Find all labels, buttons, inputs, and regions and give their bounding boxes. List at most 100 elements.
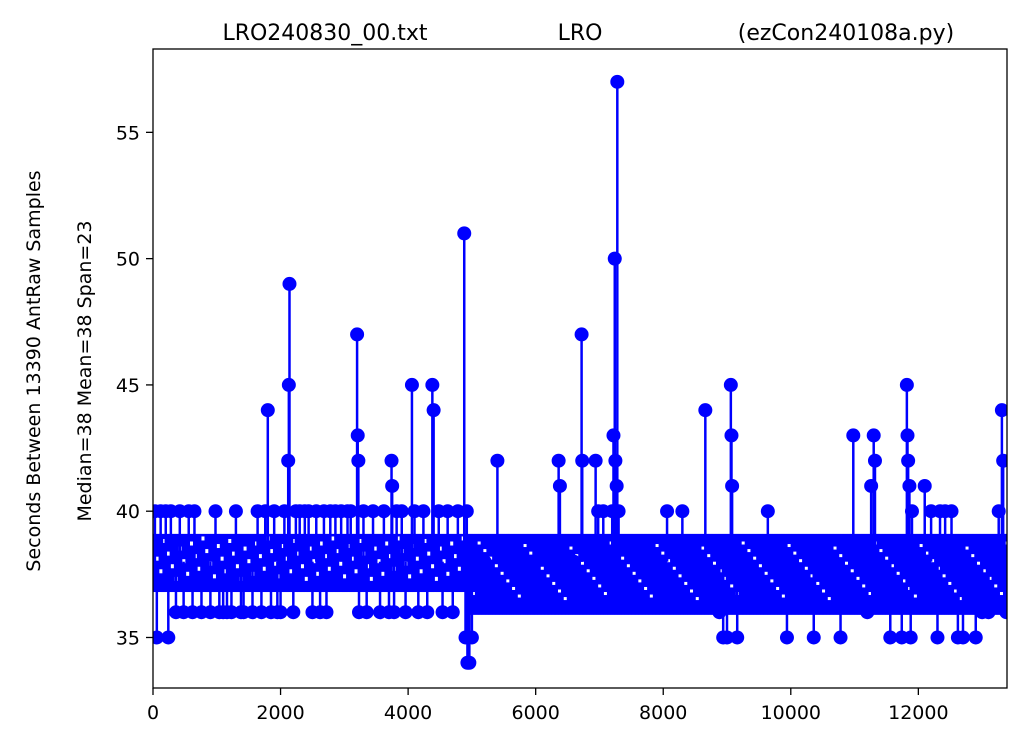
band-gap: [810, 574, 814, 578]
x-tick-label: 8000: [639, 702, 687, 724]
plot-frame: [152, 48, 1008, 689]
band-gap: [959, 597, 963, 601]
band-gap: [258, 554, 262, 559]
band-gap: [450, 541, 454, 546]
band-gap: [170, 564, 174, 569]
band-gap: [879, 549, 883, 553]
band-gap: [274, 561, 278, 566]
data-point: [551, 453, 566, 468]
data-point: [846, 428, 861, 443]
band-gap: [316, 571, 320, 576]
data-point: [720, 630, 735, 645]
band-gap: [350, 556, 354, 561]
band-gap: [159, 569, 163, 574]
data-point: [420, 605, 435, 620]
data-point: [630, 554, 645, 569]
band-gap: [781, 594, 785, 598]
band-gap: [434, 576, 438, 581]
data-point: [384, 453, 399, 468]
data-point: [944, 504, 959, 519]
band-gap: [506, 579, 510, 583]
band-gap: [994, 584, 998, 588]
data-point: [724, 428, 739, 443]
x-tick-label: 2000: [256, 702, 304, 724]
band-gap: [902, 579, 906, 583]
data-point: [153, 630, 164, 645]
data-point: [440, 504, 455, 519]
data-point: [883, 630, 898, 645]
band-gap: [690, 589, 694, 593]
band-gap: [427, 551, 431, 556]
data-point: [833, 630, 848, 645]
band-gap: [408, 574, 412, 579]
band-gap: [776, 586, 780, 590]
y-tick-label: 55: [116, 122, 140, 144]
band-gap: [954, 589, 958, 593]
data-point: [968, 630, 983, 645]
data-point: [319, 605, 334, 620]
data-point: [457, 226, 472, 241]
data-point: [610, 74, 625, 89]
band-gap: [999, 592, 1003, 596]
band-gap: [270, 549, 274, 554]
band-gap: [289, 569, 293, 574]
data-point: [698, 403, 713, 418]
band-gap: [323, 554, 327, 559]
data-point: [435, 605, 450, 620]
band-gap: [500, 571, 504, 575]
band-gap: [483, 549, 487, 553]
band-gap: [787, 544, 791, 548]
band-gap: [621, 556, 625, 560]
band-gap: [885, 556, 889, 560]
data-point: [588, 453, 603, 468]
data-point: [930, 630, 945, 645]
band-gap: [707, 554, 711, 558]
data-point: [462, 655, 477, 670]
band-gap: [247, 559, 251, 564]
data-point: [286, 605, 301, 620]
band-gap: [494, 564, 498, 568]
data-point: [723, 377, 738, 392]
band-gap: [540, 566, 544, 570]
data-point: [675, 504, 690, 519]
band-gap: [232, 551, 236, 556]
band-gap: [167, 551, 171, 556]
band-gap: [931, 559, 935, 563]
band-gap: [569, 546, 573, 550]
band-gap: [563, 597, 567, 601]
band-gap: [833, 546, 837, 550]
band-gap: [155, 556, 159, 561]
data-point: [350, 327, 365, 342]
data-point: [607, 251, 622, 266]
band-gap: [557, 589, 561, 593]
band-gap: [770, 579, 774, 583]
band-gap: [712, 561, 716, 565]
band-gap: [672, 566, 676, 570]
data-point: [903, 630, 918, 645]
band-gap: [649, 594, 653, 598]
band-gap: [243, 546, 247, 551]
band-gap: [598, 584, 602, 588]
data-point: [459, 504, 474, 519]
data-point: [366, 504, 381, 519]
band-gap: [300, 564, 304, 569]
band-gap: [339, 561, 343, 566]
data-point: [611, 504, 626, 519]
band-gap: [381, 571, 385, 576]
data-point: [273, 605, 288, 620]
x-tick-label: 6000: [511, 702, 559, 724]
band-gap: [816, 581, 820, 585]
y-tick-label: 35: [116, 627, 140, 649]
title-center: LRO: [558, 21, 603, 46]
data-point: [904, 504, 919, 519]
band-gap: [644, 586, 648, 590]
data-point: [574, 327, 589, 342]
data-point: [404, 377, 419, 392]
band-gap: [799, 559, 803, 563]
band-gap: [678, 574, 682, 578]
data-point: [464, 630, 479, 645]
band-gap: [753, 556, 757, 560]
data-point: [394, 504, 409, 519]
band-gap: [793, 551, 797, 555]
data-point: [899, 377, 914, 392]
